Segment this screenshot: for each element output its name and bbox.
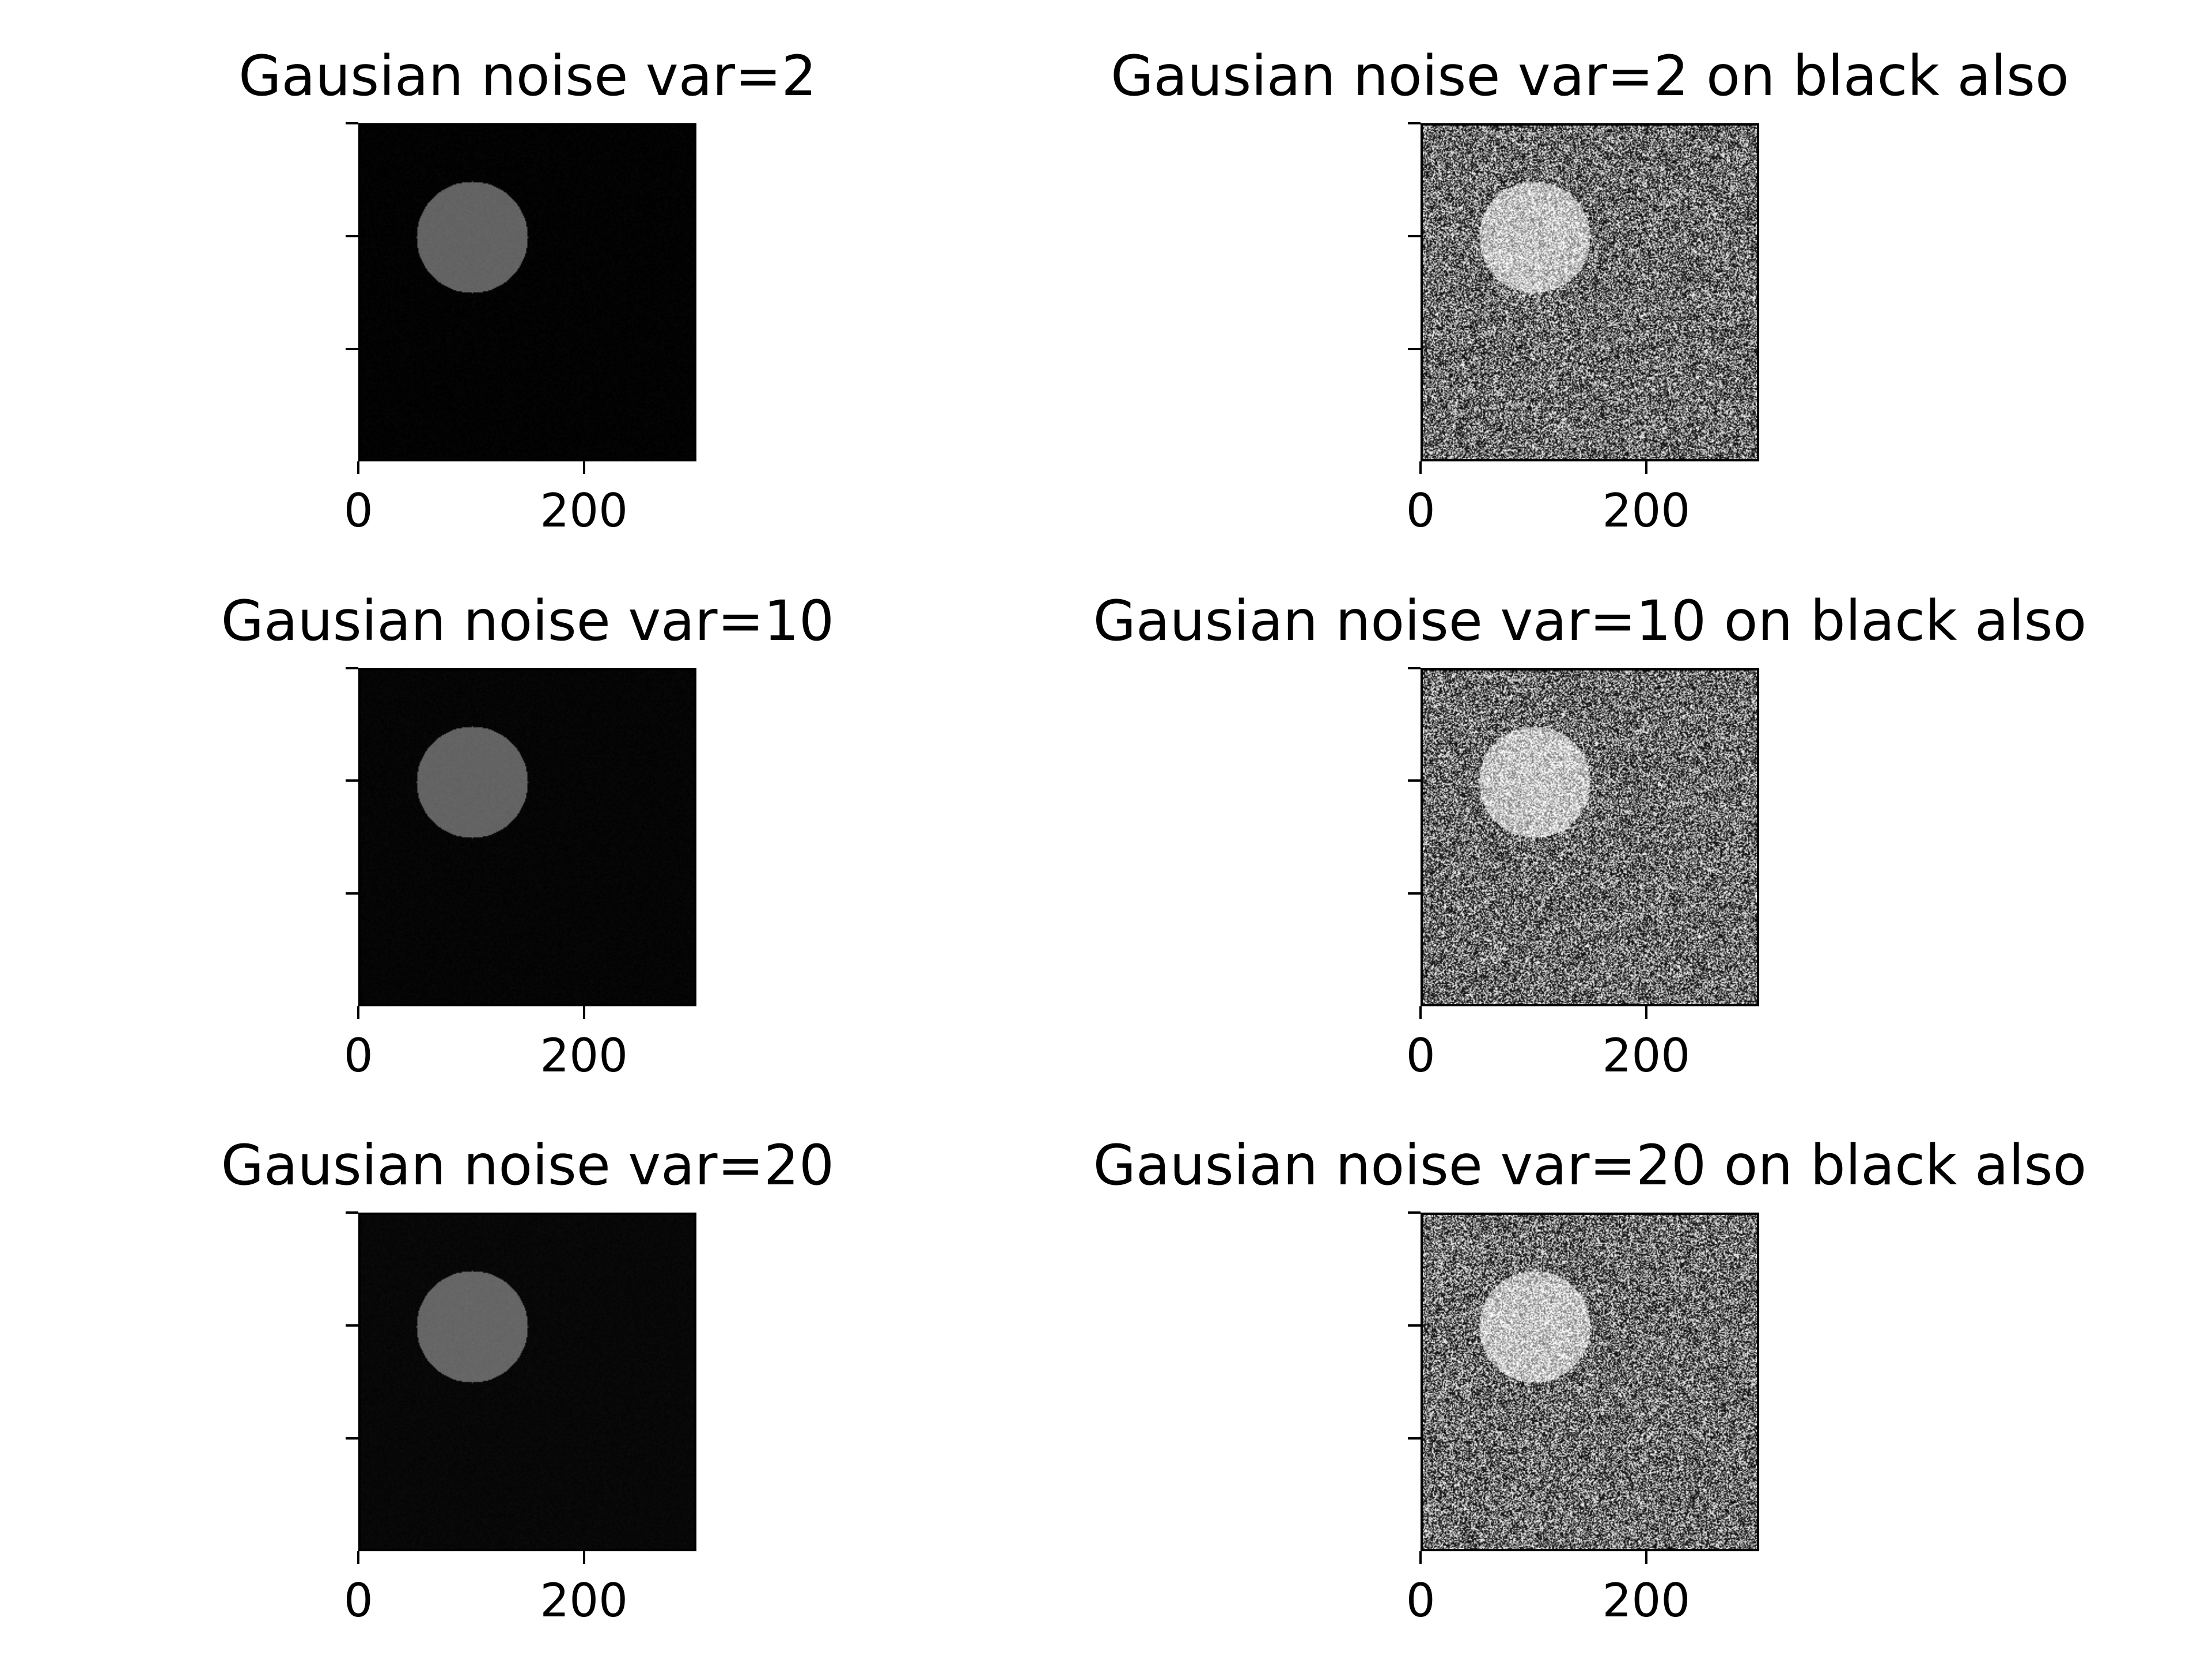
x-tick-label: 0 bbox=[343, 1029, 373, 1083]
y-tick bbox=[346, 666, 359, 669]
image-plot bbox=[1421, 123, 1759, 462]
y-tick bbox=[346, 1211, 359, 1214]
image-plot bbox=[358, 1213, 697, 1551]
y-tick bbox=[1408, 892, 1421, 895]
y-tick bbox=[1408, 666, 1421, 669]
y-tick bbox=[346, 779, 359, 782]
x-tick bbox=[582, 1551, 585, 1564]
x-tick-label: 0 bbox=[343, 1573, 373, 1627]
x-tick-label: 200 bbox=[1602, 1029, 1691, 1083]
x-tick bbox=[1419, 461, 1422, 475]
x-tick bbox=[1419, 1551, 1422, 1564]
y-tick bbox=[1408, 347, 1421, 350]
y-tick bbox=[1408, 1437, 1421, 1440]
y-tick bbox=[1408, 1211, 1421, 1214]
noise-image bbox=[361, 670, 695, 1005]
x-tick-label: 200 bbox=[540, 1573, 628, 1627]
chart-title: Gausian noise var=2 on black also bbox=[1111, 44, 2069, 109]
chart-title: Gausian noise var=20 on black also bbox=[1093, 1133, 2087, 1198]
x-tick bbox=[357, 461, 360, 475]
noise-image bbox=[361, 1215, 695, 1549]
chart-title: Gausian noise var=2 bbox=[238, 44, 817, 109]
noise-image bbox=[1423, 126, 1757, 460]
y-tick bbox=[1408, 1324, 1421, 1327]
image-plot bbox=[358, 123, 697, 462]
x-tick bbox=[1645, 1006, 1647, 1020]
y-tick bbox=[1408, 234, 1421, 237]
noise-image bbox=[1423, 1215, 1757, 1549]
x-tick bbox=[357, 1551, 360, 1564]
x-tick-label: 0 bbox=[1406, 1029, 1435, 1083]
chart-title: Gausian noise var=10 on black also bbox=[1093, 588, 2087, 653]
x-tick bbox=[1645, 1551, 1647, 1564]
y-tick bbox=[346, 1324, 359, 1327]
chart-title: Gausian noise var=20 bbox=[221, 1133, 835, 1198]
y-tick bbox=[1408, 122, 1421, 125]
image-plot bbox=[358, 668, 697, 1007]
noise-image bbox=[361, 126, 695, 460]
x-tick bbox=[582, 461, 585, 475]
x-tick-label: 200 bbox=[540, 484, 628, 538]
x-tick-label: 0 bbox=[1406, 1573, 1435, 1627]
image-plot bbox=[1421, 1213, 1759, 1551]
y-tick bbox=[346, 892, 359, 895]
y-tick bbox=[346, 122, 359, 125]
x-tick bbox=[1419, 1006, 1422, 1020]
x-tick-label: 200 bbox=[1602, 484, 1691, 538]
noise-image bbox=[1423, 670, 1757, 1005]
chart-title: Gausian noise var=10 bbox=[221, 588, 835, 653]
x-tick-label: 0 bbox=[1406, 484, 1435, 538]
y-tick bbox=[1408, 779, 1421, 782]
image-plot bbox=[1421, 668, 1759, 1007]
x-tick-label: 200 bbox=[540, 1029, 628, 1083]
y-tick bbox=[346, 234, 359, 237]
y-tick bbox=[346, 1437, 359, 1440]
x-tick bbox=[357, 1006, 360, 1020]
x-tick-label: 200 bbox=[1602, 1573, 1691, 1627]
x-tick bbox=[1645, 461, 1647, 475]
x-tick bbox=[582, 1006, 585, 1020]
x-tick-label: 0 bbox=[343, 484, 373, 538]
y-tick bbox=[346, 347, 359, 350]
